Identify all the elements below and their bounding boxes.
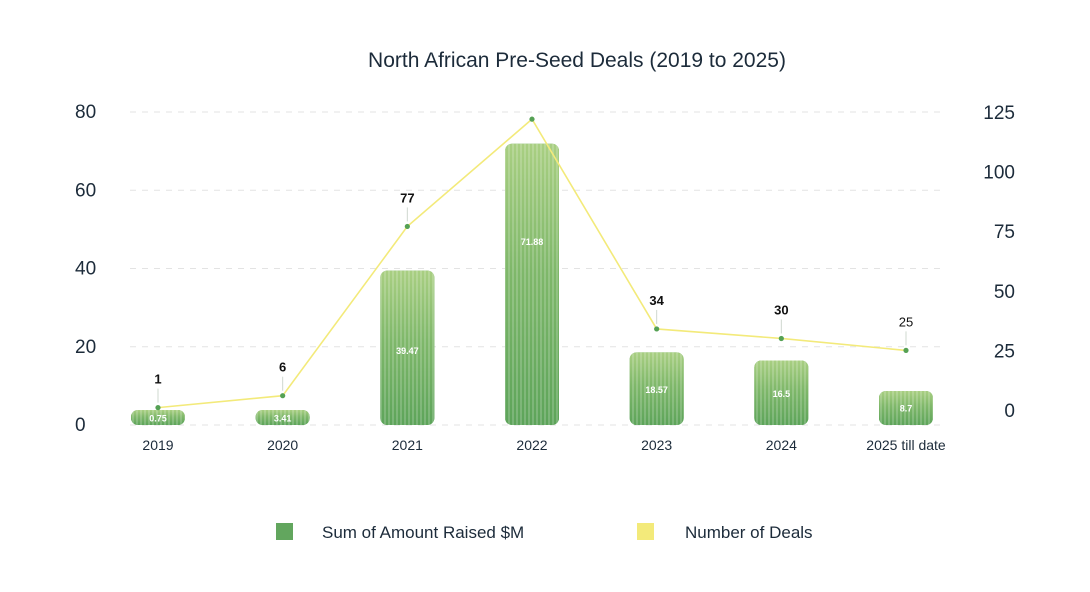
category-label-2022: 2022 (516, 437, 547, 453)
bar-texture (879, 390, 933, 425)
bar-texture (131, 410, 185, 425)
bar-value-label: 71.88 (521, 237, 544, 247)
bar-texture (380, 270, 435, 425)
bar-value-label: 8.7 (900, 404, 913, 414)
deal-marker (280, 393, 286, 399)
bar-2020: 3.41 (255, 410, 310, 425)
right-tick-75: 75 (994, 222, 1015, 243)
legend: Sum of Amount Raised $M Number of Deals (276, 523, 813, 542)
right-tick-25: 25 (994, 341, 1015, 362)
category-label-2025 till date: 2025 till date (866, 437, 946, 453)
left-axis: 0 20 40 60 80 (75, 102, 96, 436)
category-axis: 2019 2020 2021 2022 2023 2024 2025 till date (142, 437, 945, 453)
bar-texture (255, 410, 310, 425)
deal-value-label: 6 (279, 360, 286, 375)
left-tick-60: 60 (75, 180, 96, 201)
right-tick-125: 125 (983, 103, 1015, 124)
deal-value-label: 34 (649, 293, 664, 308)
deal-marker (529, 116, 535, 122)
legend-label-deals: Number of Deals (685, 523, 813, 542)
bar-2025 till date: 8.7 (879, 390, 933, 425)
category-label-2024: 2024 (766, 437, 797, 453)
bar-value-label: 0.75 (149, 414, 167, 424)
deal-point-2024: 30 (774, 302, 789, 342)
left-tick-0: 0 (75, 415, 86, 436)
bar-2024: 16.5 (754, 360, 809, 425)
deal-marker (155, 405, 161, 411)
legend-swatch-deals (637, 523, 654, 540)
left-tick-40: 40 (75, 259, 96, 280)
deal-marker (654, 326, 660, 332)
deal-value-label: 1 (154, 372, 161, 387)
right-axis: 0 25 50 75 100 125 (983, 103, 1015, 422)
line-series: 1 6 77 34 30 25 (154, 116, 913, 411)
bar-value-label: 18.57 (645, 385, 668, 395)
category-label-2021: 2021 (392, 437, 423, 453)
deal-value-label: 25 (899, 314, 913, 329)
deal-point-2023: 34 (649, 293, 665, 332)
category-label-2023: 2023 (641, 437, 672, 453)
left-tick-80: 80 (75, 102, 96, 123)
deal-value-label: 77 (400, 190, 414, 205)
bar-2019: 0.75 (131, 410, 185, 425)
right-tick-0: 0 (1004, 401, 1015, 422)
left-tick-20: 20 (75, 337, 96, 358)
deal-point-2020: 6 (279, 360, 286, 399)
right-tick-100: 100 (983, 163, 1015, 184)
deal-point-2022 (529, 116, 535, 122)
category-label-2020: 2020 (267, 437, 298, 453)
deal-point-2025 till date: 25 (899, 314, 913, 353)
legend-label-amount: Sum of Amount Raised $M (322, 523, 524, 542)
legend-swatch-amount (276, 523, 293, 540)
bar-value-label: 39.47 (396, 346, 419, 356)
bar-2021: 39.47 (380, 270, 435, 425)
bar-value-label: 3.41 (274, 414, 292, 424)
deal-marker (778, 335, 784, 342)
right-tick-50: 50 (994, 282, 1015, 303)
deal-value-label: 30 (774, 302, 788, 317)
bar-texture (505, 143, 559, 425)
deal-point-2019: 1 (154, 372, 162, 411)
bar-value-label: 16.5 (773, 389, 791, 399)
bar-series: 0.75 3.41 39.47 71.88 18.57 16.5 8.7 (131, 143, 933, 425)
deal-marker (404, 223, 410, 230)
bar-2022: 71.88 (505, 143, 559, 425)
chart-title: North African Pre-Seed Deals (2019 to 20… (368, 49, 786, 72)
deal-point-2021: 77 (400, 190, 415, 230)
category-label-2019: 2019 (142, 437, 173, 453)
bar-texture (754, 360, 809, 425)
bar-2023: 18.57 (629, 352, 684, 425)
deal-marker (903, 347, 909, 353)
bar-texture (629, 352, 684, 425)
